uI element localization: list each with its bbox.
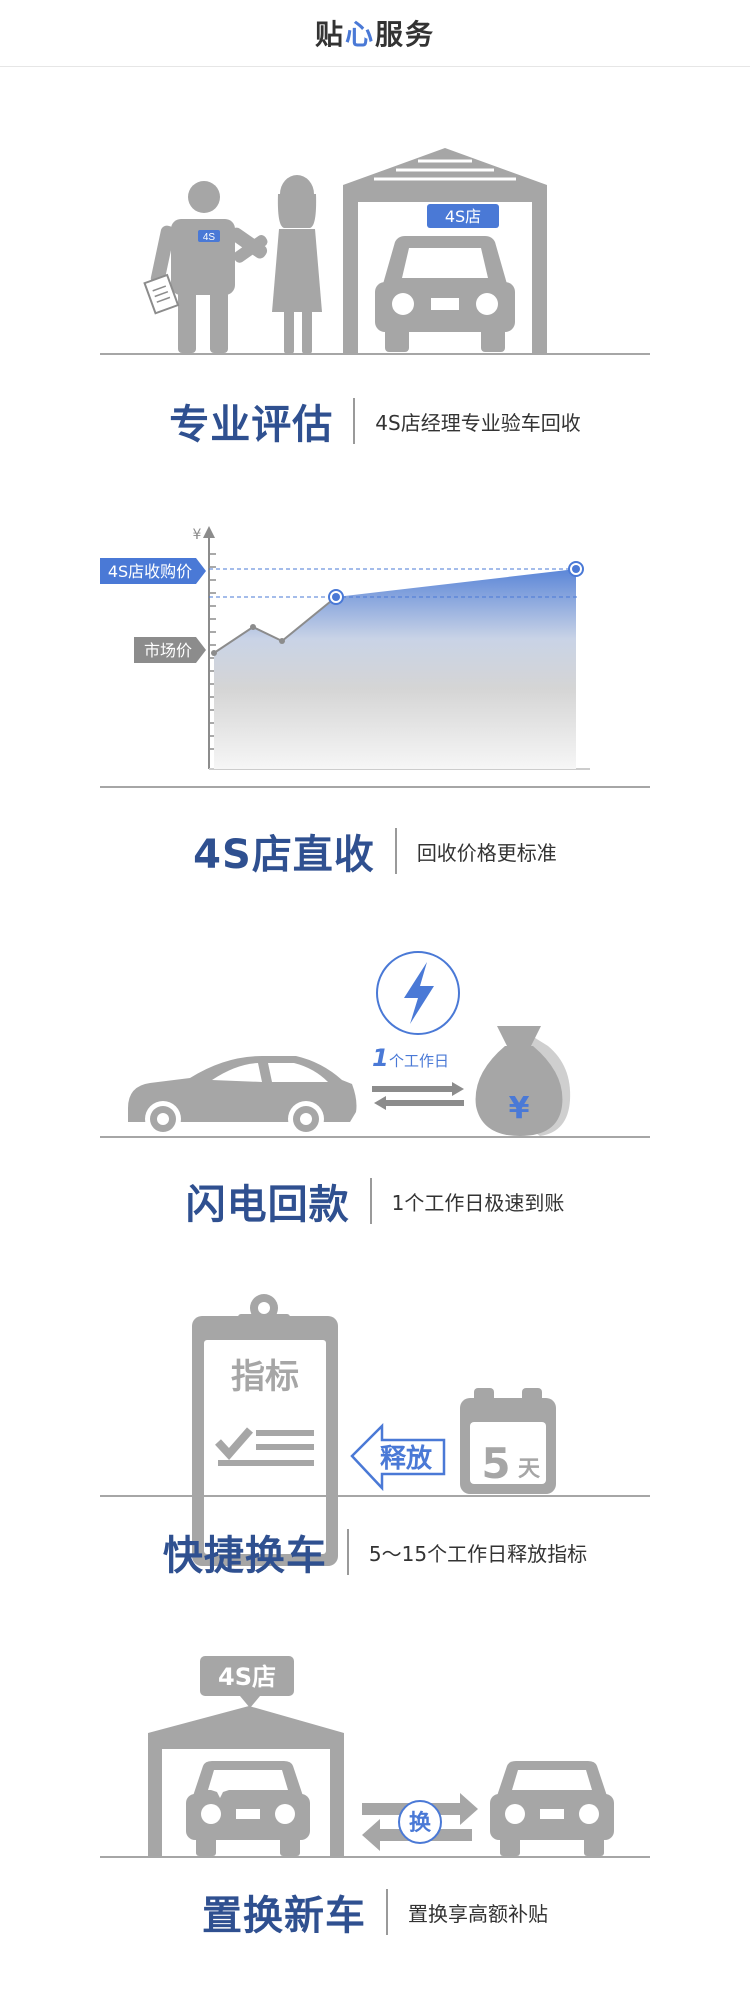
trade-in-illustration: 4S店 换 [148,1656,614,1856]
days-text: 个工作日 [389,1052,449,1070]
badge-icon [198,230,220,242]
evaluation-illustration: 4S 4S店 [143,148,547,354]
page-header: 贴心服务 [0,0,750,67]
section-direct-purchase: ¥ 4S店收购价 市场价 4S店直收 回收价格更标准 [0,466,750,886]
ground-line [100,1495,650,1497]
section-title: 置换新车 [202,1893,366,1939]
days-number: 1 [372,1044,389,1072]
market-price-line [213,596,337,654]
section-description: 4S店经理专业验车回收 [375,410,581,435]
ground-line [100,1136,650,1138]
clipboard-icon [192,1294,338,1566]
dealership-sign-text: 4S店 [218,1663,276,1691]
caption-divider [369,1178,372,1224]
release-text: 释放 [380,1443,433,1474]
caption-divider [386,1889,388,1935]
price-chart: ¥ 4S店收购价 市场价 [100,526,590,770]
purchase-price-label: 4S店收购价 [108,562,192,581]
section-trade-in: 4S店 换 [0,1606,750,2015]
money-bag-icon [475,1026,571,1136]
calendar-icon [460,1388,556,1494]
ground-line [100,1856,650,1858]
dealership-garage-icon [343,148,547,353]
caption-divider [346,1529,349,1575]
car-front-icon [375,236,515,352]
caption-divider [394,828,397,874]
title-part1: 贴 [314,18,345,51]
swap-badge [398,1800,442,1844]
sign-pointer [240,1696,260,1708]
section-quick-exchange: 指标 释放 5 天 快捷换车 5～15个工作日释放指标 [0,1246,750,1606]
calendar-number: 5 [481,1439,510,1488]
dealership-sign [427,204,499,228]
exchange-arrows-icon [372,1082,464,1110]
caption-divider [353,398,356,444]
calendar-unit: 天 [518,1457,541,1482]
market-price-tag [134,637,206,663]
manager-figure-icon [150,181,268,353]
title-part2: 服务 [375,18,436,51]
chart-point [211,650,217,656]
market-price-label: 市场价 [144,641,192,660]
chart-point [250,624,256,630]
section-fast-payment: 1 个工作日 ¥ 闪电回款 1个工作日极速到账 [0,886,750,1246]
quota-text: 指标 [231,1357,299,1397]
caption-direct-purchase: 4S店直收 回收价格更标准 [0,822,750,880]
ground-line [100,786,650,788]
chart-points [211,561,584,656]
customer-figure-icon [233,175,322,354]
manager-badge-text: 4S [203,232,216,243]
old-car-icon [490,1761,614,1856]
chart-point [279,638,285,644]
section-description: 1个工作日极速到账 [391,1190,565,1215]
release-arrow-icon [350,1422,446,1492]
document-icon [143,273,180,315]
dealership-sign-text: 4S店 [445,207,481,226]
caption-quick-exchange: 快捷换车 5～15个工作日释放指标 [0,1523,750,1581]
new-car-icon [186,1761,310,1856]
page-title: 贴心服务 [315,13,435,53]
ground-line [100,353,650,355]
section-description: 回收价格更标准 [416,840,557,865]
section-description: 置换享高额补贴 [408,1901,548,1926]
dealership-garage-icon [148,1706,344,1856]
caption-evaluation: 专业评估 4S店经理专业验车回收 [0,392,750,450]
title-heart: 心 [344,18,375,51]
car-side-icon [128,1056,357,1137]
dealership-sign-bubble [200,1656,294,1696]
lightning-icon [404,962,434,1024]
caption-fast-payment: 闪电回款 1个工作日极速到账 [0,1172,750,1230]
price-area [214,569,576,769]
section-title: 专业评估 [169,402,334,448]
y-axis-symbol: ¥ [193,527,202,543]
quota-illustration: 指标 释放 5 天 [192,1294,556,1566]
caption-trade-in: 置换新车 置换享高额补贴 [0,1883,750,1941]
swap-text: 换 [409,1810,432,1836]
y-axis-arrow-icon [203,526,215,538]
chart-highlight-point-center [332,593,340,601]
purchase-price-tag [100,558,206,584]
section-title: 4S店直收 [193,832,375,878]
chart-highlight-point-center [572,565,580,573]
section-description: 5～15个工作日释放指标 [368,1541,588,1566]
section-professional-evaluation: 4S 4S店 [0,66,750,466]
payment-illustration: 1 个工作日 ¥ [128,951,571,1137]
section-title: 闪电回款 [185,1182,350,1228]
section-title: 快捷换车 [162,1533,327,1579]
money-symbol: ¥ [509,1091,530,1126]
